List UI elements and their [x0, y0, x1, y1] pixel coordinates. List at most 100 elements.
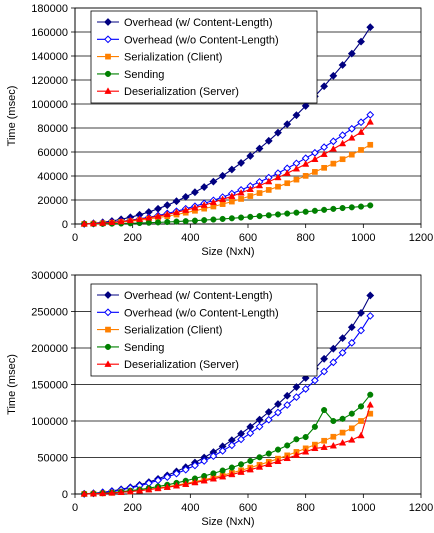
data-point	[164, 218, 171, 226]
data-point	[238, 461, 245, 468]
data-point	[283, 401, 292, 409]
data-point	[283, 391, 292, 400]
data-point	[108, 488, 116, 496]
data-point	[320, 82, 329, 91]
legend-swatch-marker	[104, 308, 112, 317]
data-point	[292, 111, 301, 120]
data-point	[330, 160, 337, 167]
data-point	[347, 49, 356, 58]
data-point	[357, 309, 365, 317]
x-tick-label: 400	[181, 232, 199, 244]
data-point	[366, 401, 374, 408]
y-tick-label: 60000	[37, 147, 68, 159]
data-point	[284, 442, 291, 449]
legend-item: Sending	[97, 342, 164, 354]
series-3	[81, 141, 374, 227]
legend-swatch-marker	[105, 326, 111, 333]
x-tick-label: 600	[239, 232, 257, 244]
y-tick-label: 140000	[31, 51, 68, 63]
legend-swatch-marker	[104, 360, 112, 367]
data-point	[310, 376, 319, 385]
y-tick-label: 160000	[31, 27, 68, 39]
data-point	[321, 437, 327, 444]
series-line	[84, 114, 371, 225]
data-point	[264, 408, 273, 416]
y-tick-label: 100000	[31, 416, 68, 428]
data-point	[237, 468, 245, 475]
data-point	[357, 203, 365, 210]
data-point	[321, 164, 327, 171]
legend-label: Overhead (w/o Content-Length)	[124, 34, 279, 46]
data-point	[301, 102, 310, 110]
data-point	[338, 438, 347, 446]
data-point	[274, 446, 282, 453]
data-point	[366, 118, 374, 125]
data-point	[80, 219, 88, 227]
data-point	[292, 164, 301, 172]
data-point	[99, 489, 107, 497]
data-point	[191, 188, 199, 197]
legend-swatch-marker	[105, 53, 111, 60]
data-point	[135, 215, 144, 222]
y-tick-label: 180000	[31, 3, 68, 15]
data-point	[191, 217, 198, 224]
data-point	[172, 481, 181, 489]
data-point	[191, 461, 199, 470]
data-point	[264, 415, 273, 424]
y-tick-label: 300000	[31, 270, 68, 282]
data-point	[238, 214, 245, 221]
legend-item: Overhead (w/o Content-Length)	[97, 307, 279, 319]
data-point	[163, 473, 172, 482]
data-point	[163, 201, 172, 210]
data-point	[209, 177, 218, 186]
series-line	[84, 413, 371, 495]
data-point	[330, 205, 337, 212]
x-tick-label: 1000	[351, 502, 375, 514]
data-point	[99, 219, 107, 226]
x-tick-label: 800	[296, 232, 314, 244]
data-point	[256, 454, 263, 461]
data-point	[229, 198, 235, 205]
data-point	[219, 467, 226, 474]
legend-swatch-marker	[104, 18, 112, 26]
data-point	[329, 344, 338, 353]
data-point	[219, 472, 227, 480]
x-tick-label: 200	[123, 502, 141, 514]
series-line	[84, 394, 371, 495]
legend-item: Sending	[97, 69, 164, 81]
data-point	[154, 212, 162, 219]
data-point	[181, 465, 190, 474]
data-point	[228, 215, 235, 222]
data-point	[302, 208, 309, 215]
data-point	[338, 334, 347, 343]
data-point	[312, 169, 318, 175]
legend-item: Deserialization (Server)	[97, 359, 239, 371]
data-point	[247, 457, 254, 464]
y-tick-label: 40000	[37, 171, 68, 183]
data-point	[145, 213, 153, 221]
data-point	[218, 446, 227, 455]
data-point	[182, 480, 190, 487]
x-tick-label: 0	[72, 502, 78, 514]
data-point	[135, 486, 144, 494]
legend-label: Deserialization (Server)	[124, 359, 239, 371]
data-point	[210, 216, 217, 223]
series-3	[81, 410, 374, 497]
x-tick-label: 400	[181, 502, 199, 514]
data-point	[339, 429, 346, 436]
legend: Overhead (w/ Content-Length) Overhead (w/…	[90, 10, 318, 104]
data-point	[367, 141, 374, 148]
data-point	[348, 204, 355, 211]
legend-item: Serialization (Client)	[97, 325, 222, 337]
data-point	[265, 460, 273, 467]
data-point	[301, 374, 310, 382]
data-point	[329, 358, 338, 367]
y-tick-label: 100000	[31, 99, 68, 111]
data-point	[358, 147, 364, 153]
data-point	[357, 431, 365, 439]
x-axis-label: Size (NxN)	[201, 246, 254, 258]
data-point	[292, 451, 301, 458]
data-point	[274, 128, 282, 137]
data-point	[219, 201, 226, 207]
